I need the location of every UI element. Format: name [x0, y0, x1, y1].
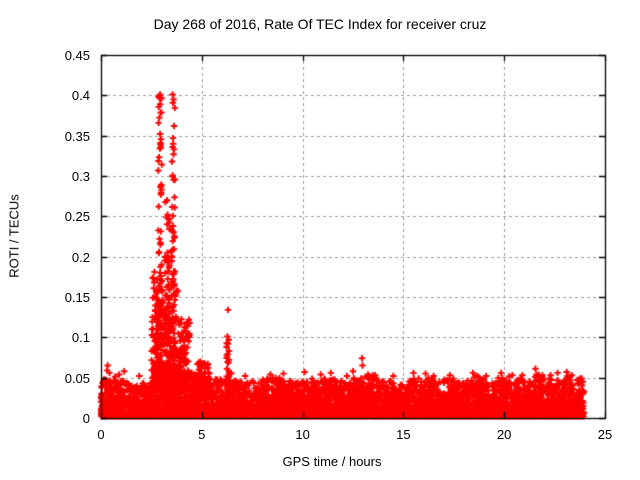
y-tick-label: 0.2 [71, 249, 90, 265]
x-tick-label: 5 [198, 427, 206, 442]
y-axis-title: ROTI / TECUs [6, 194, 22, 278]
y-tick-label: 0.4 [71, 88, 90, 104]
x-tick-label: 20 [496, 427, 512, 442]
y-tick-label: 0.15 [64, 290, 90, 305]
x-tick-label: 0 [97, 427, 105, 442]
y-tick-label: 0.1 [71, 330, 90, 346]
x-tick-label: 15 [396, 427, 411, 442]
y-tick-label: 0.35 [64, 128, 90, 144]
y-tick-label: 0.3 [71, 169, 90, 184]
y-tick-label: 0 [82, 411, 90, 426]
x-axis-title: GPS time / hours [282, 454, 382, 469]
x-tick-label: 10 [295, 427, 310, 442]
y-tick-label: 0.05 [64, 370, 90, 386]
chart-title: Day 268 of 2016, Rate Of TEC Index for r… [153, 16, 487, 32]
y-tick-label: 0.45 [64, 48, 90, 63]
y-tick-label: 0.25 [64, 209, 90, 225]
x-tick-label: 25 [597, 427, 613, 442]
